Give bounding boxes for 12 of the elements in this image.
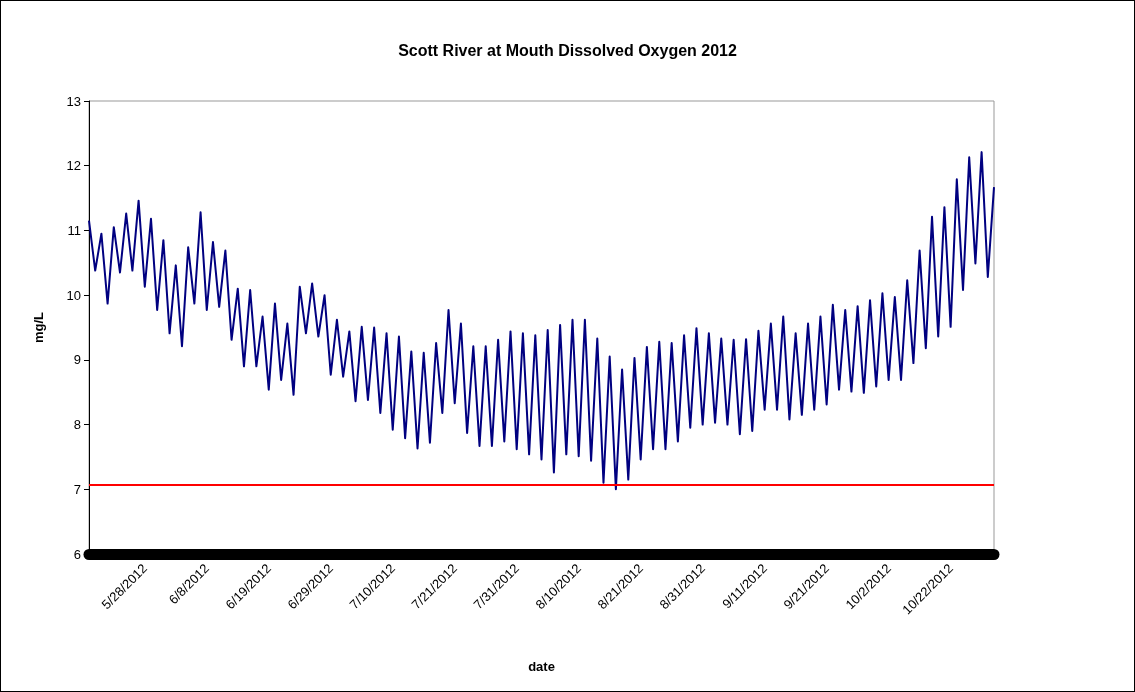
y-tick-label: 10: [66, 287, 81, 303]
y-tick-label: 6: [73, 546, 81, 562]
x-axis-title: date: [528, 659, 555, 674]
y-tick-label: 7: [73, 481, 81, 497]
y-tick-label: 13: [66, 93, 81, 109]
y-axis-title: mg/L: [31, 311, 46, 344]
y-tick-label: 8: [73, 417, 81, 433]
y-tick-label: 9: [73, 352, 81, 368]
y-tick-label: 12: [66, 158, 81, 174]
y-tick-label: 11: [67, 222, 81, 238]
line-series: [88, 151, 995, 491]
chart-title: Scott River at Mouth Dissolved Oxygen 2012: [398, 41, 737, 59]
